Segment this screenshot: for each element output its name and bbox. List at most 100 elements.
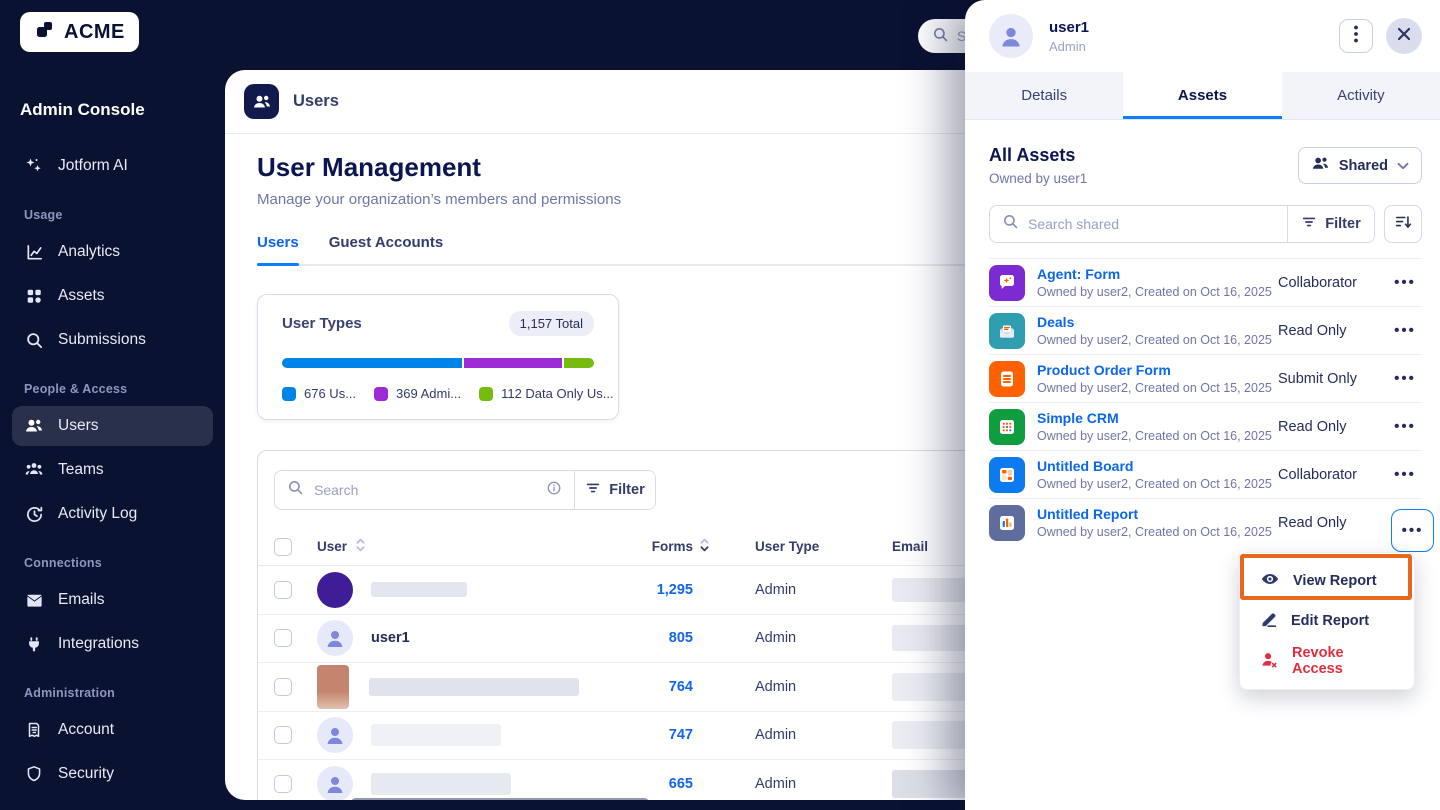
table-icon: [989, 408, 1025, 445]
board-icon: [989, 456, 1025, 493]
forms-count-link[interactable]: 764: [668, 678, 693, 695]
sort-desc-icon[interactable]: [699, 537, 710, 556]
asset-row-product-order-form[interactable]: Product Order Form Owned by user2, Creat…: [989, 354, 1422, 402]
user-type: Admin: [755, 581, 797, 598]
sidebar-title: Admin Console: [20, 100, 145, 119]
horizontal-scrollbar[interactable]: [351, 798, 649, 800]
forms-count-link[interactable]: 805: [668, 630, 693, 647]
avatar: [317, 717, 353, 754]
asset-more-button[interactable]: •••: [1394, 466, 1416, 483]
asset-more-button-active[interactable]: •••: [1391, 509, 1434, 552]
shared-dropdown[interactable]: Shared: [1297, 147, 1422, 184]
asset-more-button[interactable]: •••: [1394, 418, 1416, 435]
asset-row-deals[interactable]: Deals Owned by user2, Created on Oct 16,…: [989, 306, 1422, 354]
sidebar-item-label: Submissions: [58, 331, 146, 348]
sidebar-item-emails[interactable]: Emails: [12, 580, 213, 620]
asset-row-agent-form[interactable]: Agent: Form Owned by user2, Created on O…: [989, 258, 1422, 306]
asset-more-button[interactable]: •••: [1394, 322, 1416, 339]
redacted-name: [371, 773, 511, 796]
tab-details[interactable]: Details: [1021, 87, 1068, 104]
asset-title-link[interactable]: Product Order Form: [1037, 362, 1171, 378]
sidebar-item-label: Security: [58, 765, 114, 782]
sidebar-section-usage: Usage: [24, 208, 63, 222]
sidebar-item-activity-log[interactable]: Activity Log: [12, 494, 213, 534]
asset-row-untitled-report[interactable]: Untitled Report Owned by user2, Created …: [989, 498, 1422, 546]
assets-search-input[interactable]: [1028, 216, 1275, 232]
tab-activity[interactable]: Activity: [1337, 87, 1385, 104]
inbox-icon: [989, 312, 1025, 349]
avatar: [317, 664, 349, 709]
sidebar-item-label: Teams: [58, 461, 104, 478]
sidebar-item-users[interactable]: Users: [12, 406, 213, 446]
invoice-icon: [24, 720, 44, 740]
table-filter-button[interactable]: Filter: [575, 471, 655, 509]
chevron-down-icon: [1397, 157, 1409, 175]
drawer-tabs: Details Assets Activity: [965, 72, 1440, 120]
tab-users[interactable]: Users: [257, 234, 299, 266]
sidebar-item-submissions[interactable]: Submissions: [12, 320, 213, 360]
analytics-icon: [24, 242, 44, 262]
sort-button[interactable]: [1384, 205, 1422, 243]
user-types-card: User Types 1,157 Total 676 Us... 369 A: [257, 294, 619, 420]
table-row[interactable]: 665 Admin: [258, 760, 1406, 800]
agent-icon: [989, 264, 1025, 301]
asset-title-link[interactable]: Untitled Board: [1037, 458, 1134, 474]
drawer-kebab-button[interactable]: [1339, 19, 1373, 53]
row-checkbox[interactable]: [274, 726, 292, 745]
asset-title-link[interactable]: Agent: Form: [1037, 266, 1121, 282]
forms-count-link[interactable]: 747: [668, 727, 693, 744]
drawer-header: user1 Admin: [965, 0, 1440, 72]
sidebar-item-analytics[interactable]: Analytics: [12, 232, 213, 272]
table-search-input[interactable]: [314, 482, 536, 498]
forms-count-link[interactable]: 1,295: [656, 581, 693, 598]
asset-role: Read Only: [1278, 514, 1347, 531]
sidebar: ACME Admin Console Jotform AI Usage Anal…: [0, 0, 225, 810]
sidebar-item-account[interactable]: Account: [12, 710, 213, 750]
tab-guest-accounts[interactable]: Guest Accounts: [328, 234, 444, 251]
user-type: Admin: [755, 630, 797, 647]
sidebar-item-label: Emails: [58, 591, 105, 608]
sort-icon[interactable]: [355, 537, 366, 556]
asset-title-link[interactable]: Untitled Report: [1037, 506, 1139, 522]
user-detail-drawer: user1 Admin Details Assets Activity: [965, 0, 1440, 810]
assets-filter-button[interactable]: Filter: [1288, 206, 1374, 242]
row-checkbox[interactable]: [274, 775, 292, 794]
sidebar-item-security[interactable]: Security: [12, 754, 213, 794]
forms-count-link[interactable]: 665: [668, 776, 693, 793]
asset-role: Read Only: [1278, 322, 1347, 339]
sidebar-item-teams[interactable]: Teams: [12, 450, 213, 490]
row-checkbox[interactable]: [274, 677, 292, 696]
asset-row-untitled-board[interactable]: Untitled Board Owned by user2, Created o…: [989, 450, 1422, 498]
legend-item: 676 Us...: [282, 386, 356, 401]
teams-icon: [24, 460, 44, 480]
sidebar-item-assets[interactable]: Assets: [12, 276, 213, 316]
menu-item-revoke-access[interactable]: Revoke Access: [1240, 641, 1414, 681]
tab-assets[interactable]: Assets: [1123, 72, 1282, 119]
asset-title-link[interactable]: Deals: [1037, 314, 1075, 330]
asset-more-button[interactable]: •••: [1394, 370, 1416, 387]
asset-more-button[interactable]: •••: [1394, 274, 1416, 291]
sidebar-item-label: Assets: [58, 287, 105, 304]
sidebar-item-jotform-ai[interactable]: Jotform AI: [12, 146, 213, 186]
select-all-checkbox[interactable]: [274, 537, 292, 556]
shield-icon: [24, 764, 44, 784]
legend-item: 369 Admi...: [374, 386, 461, 401]
row-checkbox[interactable]: [274, 580, 292, 599]
bar-segment-data-only: [564, 358, 594, 368]
asset-row-simple-crm[interactable]: Simple CRM Owned by user2, Created on Oc…: [989, 402, 1422, 450]
menu-item-edit-report[interactable]: Edit Report: [1240, 601, 1414, 641]
menu-item-view-report[interactable]: View Report: [1240, 561, 1414, 601]
grid-icon: [24, 286, 44, 306]
eye-icon: [1260, 569, 1280, 593]
bar-segment-users: [282, 358, 462, 368]
total-badge: 1,157 Total: [508, 311, 594, 336]
asset-role: Collaborator: [1278, 466, 1357, 483]
col-type-label: User Type: [755, 539, 820, 554]
acme-logo[interactable]: ACME: [20, 12, 139, 52]
asset-meta: Owned by user2, Created on Oct 16, 2025: [1037, 285, 1272, 299]
drawer-close-button[interactable]: [1386, 18, 1422, 54]
drawer-user-role: Admin: [1049, 38, 1086, 54]
sidebar-item-integrations[interactable]: Integrations: [12, 624, 213, 664]
row-checkbox[interactable]: [274, 629, 292, 648]
asset-title-link[interactable]: Simple CRM: [1037, 410, 1119, 426]
